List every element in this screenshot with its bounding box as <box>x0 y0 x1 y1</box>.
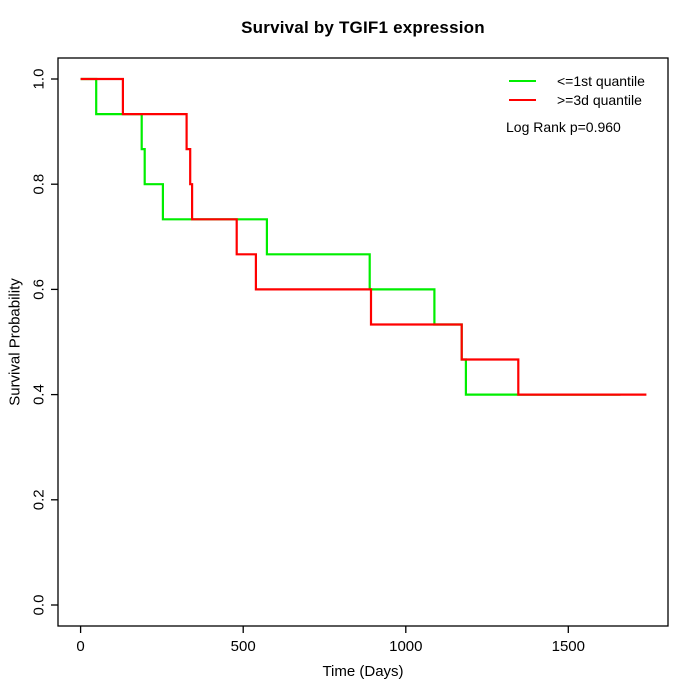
y-tick-label: 0.0 <box>31 595 48 616</box>
y-tick-label: 0.2 <box>31 489 48 510</box>
legend: <=1st quantile >=3d quantile Log Rank p=… <box>506 72 645 137</box>
x-tick-label: 0 <box>76 638 84 655</box>
legend-item-first-quantile: <=1st quantile <box>506 72 645 91</box>
x-tick-label: 1000 <box>389 638 422 655</box>
legend-label-third-quantile: >=3d quantile <box>557 91 642 108</box>
survival-curve-red <box>80 77 647 396</box>
plot-box <box>57 57 669 627</box>
legend-item-third-quantile: >=3d quantile <box>506 91 645 110</box>
y-tick-label: 1.0 <box>31 69 48 90</box>
chart-title: Survival by TGIF1 expression <box>241 18 485 37</box>
log-rank-p-value: Log Rank p=0.960 <box>506 119 621 135</box>
x-axis-label: Time (Days) <box>322 663 404 680</box>
legend-line-red-icon <box>509 98 536 101</box>
legend-line-green-icon <box>509 80 536 83</box>
x-tick-label: 1500 <box>552 638 585 655</box>
y-tick-label: 0.6 <box>31 279 48 300</box>
x-tick-label: 500 <box>231 638 256 655</box>
y-tick-label: 0.4 <box>31 384 48 405</box>
legend-label-first-quantile: <=1st quantile <box>557 73 645 89</box>
y-tick-label: 0.8 <box>31 174 48 195</box>
